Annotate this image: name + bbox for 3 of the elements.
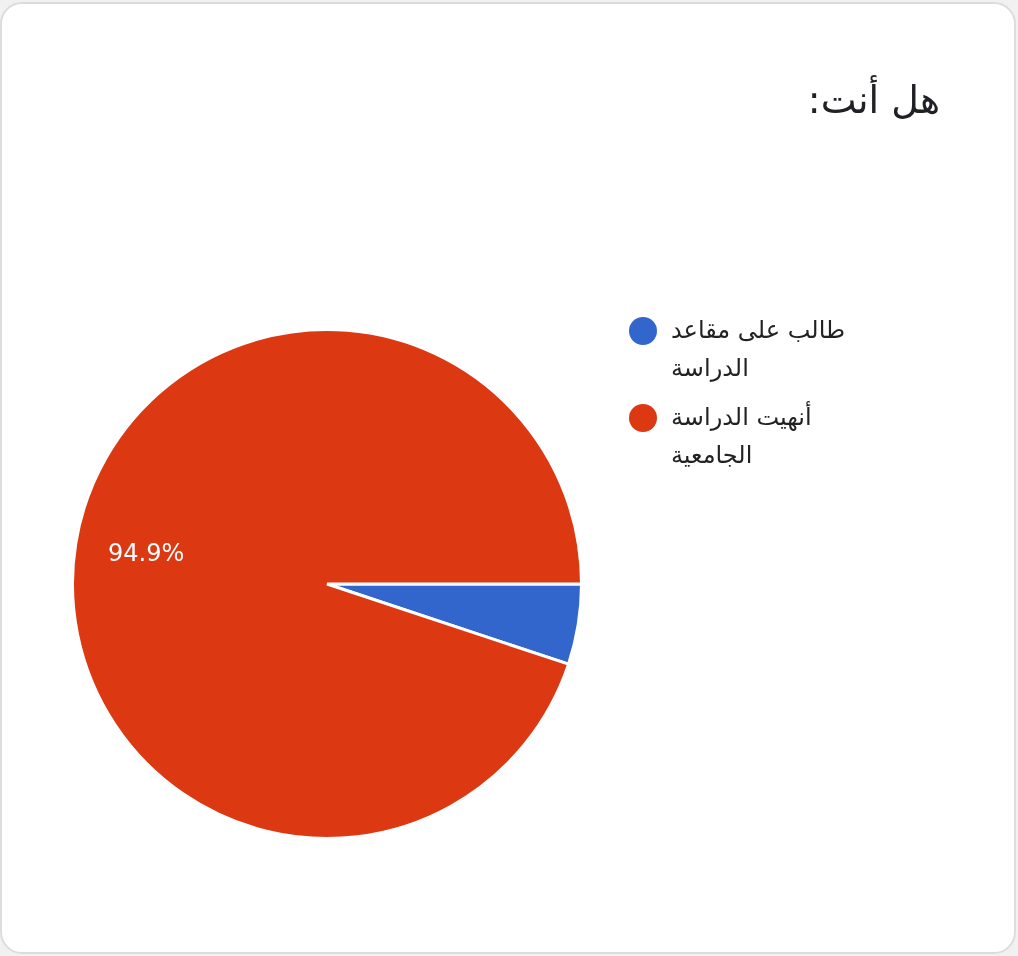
data-label: 94.9% [107, 539, 185, 567]
legend-label: طالب على مقاعد الدراسة [671, 315, 847, 384]
legend-label: أنهيت الدراسة الجامعية [671, 400, 813, 471]
